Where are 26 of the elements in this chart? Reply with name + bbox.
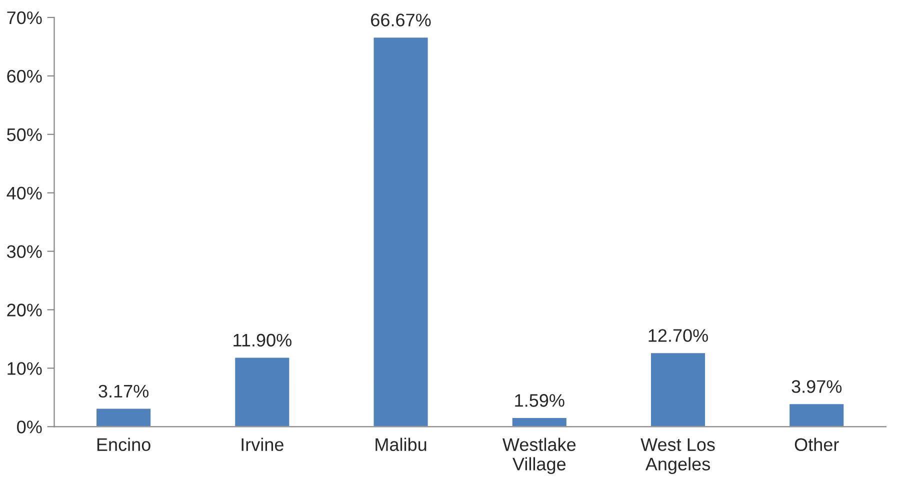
x-tick-label: Other	[794, 438, 839, 452]
bar	[510, 416, 568, 427]
bar	[95, 407, 152, 427]
bar	[234, 356, 291, 427]
bar	[788, 402, 846, 427]
data-label: 3.97%	[792, 380, 842, 393]
y-tick-label: 0%	[17, 420, 42, 434]
y-tick-label: 60%	[7, 70, 42, 83]
y-tick-label: 20%	[7, 304, 42, 316]
x-tick-label: Malibu	[376, 438, 426, 452]
y-tick-label: 40%	[6, 186, 42, 200]
bar	[372, 36, 430, 427]
data-label: 12.70%	[648, 329, 708, 342]
x-tick-label: West Los Angeles	[640, 438, 715, 474]
data-label: 11.90%	[234, 334, 292, 347]
x-tick-label: Encino	[97, 438, 150, 452]
data-label: 1.59%	[515, 394, 564, 407]
y-tick-label: 50%	[7, 128, 42, 142]
y-tick-label: 70%	[7, 11, 42, 24]
data-label: 3.17%	[98, 384, 149, 398]
y-tick-label: 10%	[8, 362, 42, 375]
x-tick-label: Irvine	[242, 438, 284, 452]
data-label: 66.67%	[371, 14, 431, 26]
y-tick-label: 30%	[6, 245, 42, 258]
bar	[650, 352, 706, 427]
x-tick-label: Westlake Village	[502, 438, 576, 474]
